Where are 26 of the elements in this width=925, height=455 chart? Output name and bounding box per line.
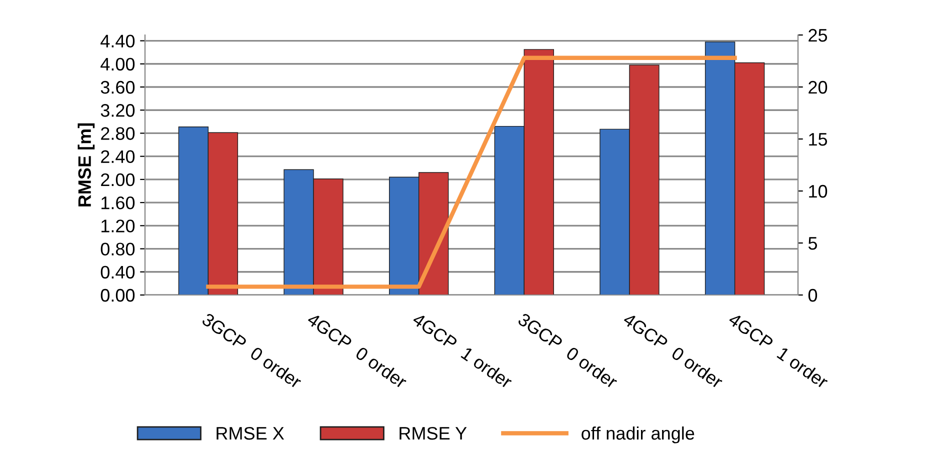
y-tick-label: 3.20	[100, 104, 135, 117]
x-tick-label: 4GCP 1 order	[412, 312, 514, 389]
legend-label: off nadir angle	[582, 426, 694, 444]
y-tick-label: 3.60	[100, 80, 135, 94]
y-tick-label: 2.40	[101, 150, 135, 164]
x-tick-label: 4GCP 1 order	[728, 312, 830, 389]
y-tick-label: 2.00	[101, 173, 135, 186]
y2-tick-label: 0	[808, 288, 818, 302]
y-tick-label: 0.40	[100, 266, 135, 279]
y-tick-label: 1.20	[102, 220, 135, 232]
y-tick-label: 0.80	[100, 242, 135, 256]
legend-label: RMSE X	[216, 426, 284, 440]
y-tick-label: 4.40	[100, 34, 135, 48]
y-tick-label: 1.60	[102, 196, 135, 210]
y2-tick-label: 20	[808, 80, 828, 94]
y-tick-label: 4.00	[100, 58, 135, 71]
x-tick-label: 4GCP 0 order	[622, 312, 724, 389]
y-axis-title: RMSE [m]	[78, 123, 95, 206]
y2-tick-label: 5	[808, 237, 818, 250]
x-tick-label: 4GCP 0 order	[306, 312, 408, 389]
y2-tick-label: 15	[809, 133, 828, 146]
y-tick-label: 0.00	[100, 288, 135, 302]
y2-tick-label: 10	[809, 184, 828, 198]
y-tick-label: 2.80	[101, 127, 135, 140]
legend-label: RMSE Y	[400, 426, 467, 440]
y2-tick-label: 25	[808, 28, 828, 42]
